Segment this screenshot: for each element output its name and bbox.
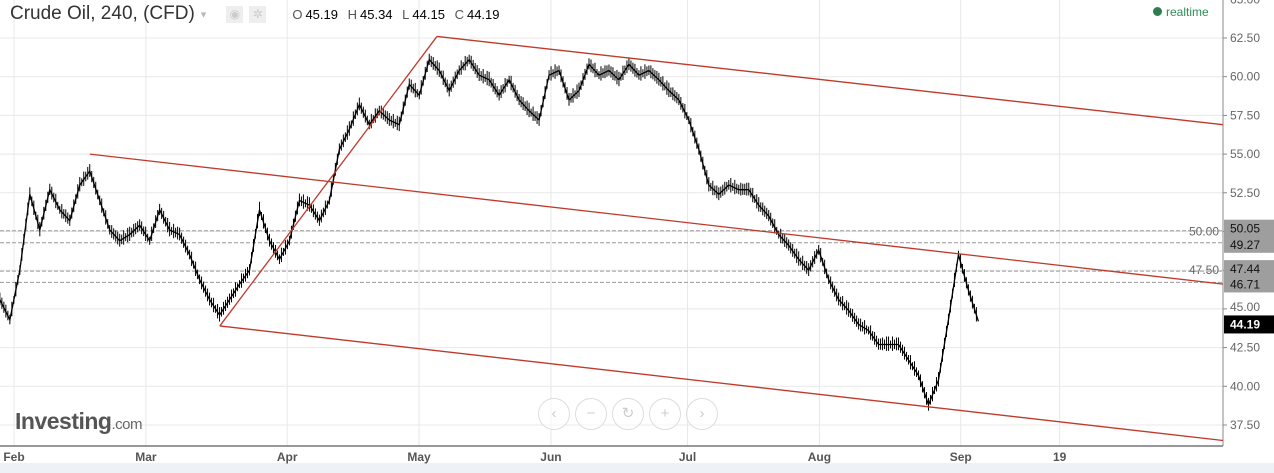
- x-tick-label: Jun: [540, 450, 561, 464]
- y-tick-label: 37.50: [1230, 418, 1260, 432]
- chart-title[interactable]: Crude Oil, 240, (CFD): [10, 3, 195, 24]
- x-tick-label: 19: [1053, 450, 1067, 464]
- x-tick-label: Feb: [3, 450, 24, 464]
- x-tick-label: Sep: [950, 450, 972, 464]
- scroll-left-button[interactable]: ‹: [538, 398, 570, 430]
- y-tick-label: 62.50: [1230, 31, 1260, 45]
- ohlc-readout: O 45.19 H 45.34 L 44.15 C 44.19: [292, 6, 500, 22]
- zoom-in-button[interactable]: +: [649, 398, 681, 430]
- x-tick-label: Jul: [679, 450, 696, 464]
- y-tick-label: 47.50: [1189, 263, 1219, 277]
- y-tick-label: 42.50: [1230, 341, 1260, 355]
- zoom-out-button[interactable]: −: [575, 398, 607, 430]
- level-label: 47.44: [1230, 262, 1260, 276]
- level-label: 49.27: [1230, 238, 1260, 252]
- current-price-label: 44.19: [1230, 317, 1260, 331]
- level-label: 46.71: [1230, 277, 1260, 291]
- gear-icon[interactable]: ✲: [249, 5, 267, 23]
- level-label-box: [1224, 260, 1274, 293]
- y-tick-label: 60.00: [1230, 70, 1260, 84]
- eye-icon[interactable]: ◉: [226, 5, 244, 23]
- lower-channel[interactable]: [219, 325, 1224, 442]
- upper-channel[interactable]: [436, 35, 1224, 126]
- chart-nav: ‹ − ↻ + ›: [538, 398, 718, 430]
- y-tick-label: 50.00: [1189, 225, 1219, 239]
- x-tick-label: Mar: [135, 450, 157, 464]
- y-tick-label: 45.00: [1230, 300, 1260, 314]
- level-label-box: [1224, 219, 1274, 253]
- status-dot-icon: [1153, 7, 1162, 16]
- x-tick-label: Apr: [277, 450, 298, 464]
- y-tick-label: 40.00: [1230, 379, 1260, 393]
- y-tick-label: 65.00: [1230, 0, 1260, 6]
- y-tick-label: 52.50: [1230, 186, 1260, 200]
- level-label: 50.05: [1230, 222, 1260, 236]
- y-tick-label: 55.00: [1230, 147, 1260, 161]
- scroll-right-button[interactable]: ›: [686, 398, 718, 430]
- x-tick-label: Aug: [808, 450, 831, 464]
- chevron-down-icon[interactable]: ▾: [200, 8, 207, 21]
- reset-button[interactable]: ↻: [612, 398, 644, 430]
- y-tick-label: 57.50: [1230, 108, 1260, 122]
- investing-logo: Investing.com: [15, 408, 142, 434]
- price-line: [0, 58, 980, 407]
- realtime-indicator: realtime: [1153, 5, 1209, 19]
- current-price-box: [1224, 315, 1274, 334]
- chart-header: Crude Oil, 240, (CFD) ▾ ◉ ✲ O 45.19 H 45.3…: [10, 3, 500, 25]
- middle-channel[interactable]: [89, 153, 1224, 285]
- footer-bar: [0, 463, 1274, 473]
- x-tick-label: May: [407, 450, 431, 464]
